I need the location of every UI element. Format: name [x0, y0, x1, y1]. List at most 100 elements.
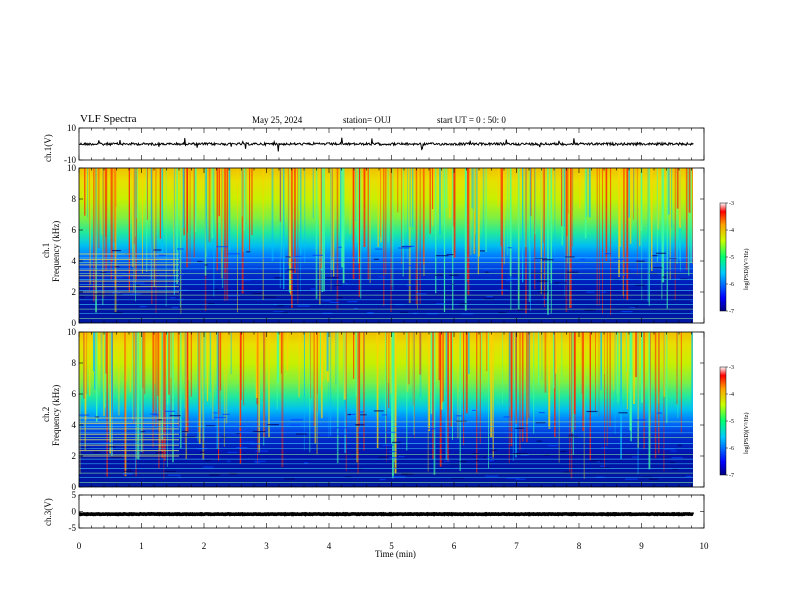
noise-speck	[228, 429, 233, 431]
sferic-mark	[428, 332, 430, 431]
sferic-mark	[570, 168, 572, 308]
sferic-mark	[204, 168, 207, 276]
sferic-mark	[363, 332, 365, 451]
sferic-mark	[124, 332, 127, 477]
sferic-mark	[167, 332, 169, 405]
sferic-mark	[221, 168, 224, 289]
noise-speck	[140, 431, 146, 433]
colorbar-tick-label: -3	[729, 365, 734, 371]
noise-speck	[536, 440, 542, 442]
x-tick-label: 8	[577, 541, 582, 551]
sferic-mark	[190, 332, 192, 397]
sferic-mark	[223, 168, 226, 301]
noise-speck	[284, 478, 295, 480]
sferic-mark	[93, 168, 95, 302]
noise-speck	[335, 427, 349, 429]
sferic-mark	[515, 332, 517, 424]
sferic-mark	[641, 168, 643, 300]
noise-speck	[204, 264, 208, 266]
sferic-mark	[227, 168, 228, 267]
chart-title: VLF Spectra	[80, 113, 137, 125]
signal-trace-ch1	[78, 137, 694, 152]
y-tick-label: 5	[72, 490, 77, 500]
noise-speck	[618, 274, 627, 276]
noise-speck	[542, 259, 554, 261]
sferic-mark	[377, 168, 379, 247]
sferic-mark	[103, 332, 105, 417]
x-tick-label: 10	[700, 541, 710, 551]
noise-speck	[122, 293, 135, 295]
sferic-mark	[170, 332, 172, 434]
sferic-mark	[380, 168, 381, 238]
sferic-mark	[336, 168, 339, 309]
y-tick-label: 0	[72, 318, 77, 328]
sferic-mark	[598, 332, 600, 417]
noise-speck	[536, 280, 548, 282]
sferic-mark	[163, 332, 165, 479]
sferic-mark	[500, 168, 502, 247]
sferic-mark	[360, 168, 362, 299]
noise-speck	[516, 478, 526, 480]
sferic-mark	[221, 168, 223, 263]
sferic-mark	[474, 168, 476, 234]
sferic-mark	[117, 332, 120, 416]
sferic-mark	[637, 332, 639, 475]
sferic-mark	[453, 168, 456, 258]
sferic-mark	[470, 168, 472, 256]
sferic-mark	[204, 332, 207, 379]
sferic-mark	[96, 332, 98, 422]
sferic-mark	[258, 332, 260, 453]
sferic-mark	[582, 332, 584, 431]
noise-speck	[692, 426, 693, 428]
sferic-mark	[486, 332, 488, 372]
spectrogram-ch2	[79, 332, 693, 487]
sferic-mark	[158, 332, 161, 450]
sferic-mark	[369, 168, 370, 217]
noise-speck	[547, 445, 558, 447]
noise-speck	[274, 277, 282, 279]
noise-speck	[347, 301, 358, 303]
noise-speck	[444, 460, 451, 462]
sferic-mark	[279, 168, 281, 289]
sferic-mark	[172, 332, 174, 463]
sferic-mark	[414, 332, 415, 439]
noise-speck	[389, 457, 397, 459]
noise-speck	[227, 295, 240, 297]
sferic-mark	[544, 332, 547, 393]
sferic-mark	[153, 168, 155, 287]
sferic-mark	[623, 168, 625, 299]
noise-speck	[359, 411, 364, 413]
noise-speck	[177, 476, 181, 478]
sferic-mark	[584, 168, 587, 239]
noise-speck	[504, 431, 517, 433]
sferic-mark	[198, 332, 200, 433]
sferic-mark	[503, 168, 505, 265]
sferic-mark	[249, 168, 251, 251]
sferic-mark	[629, 332, 632, 431]
sferic-mark	[492, 332, 494, 457]
colorbar-tick-label: -7	[729, 473, 734, 479]
noise-speck	[406, 284, 412, 286]
y-tick-label: -5	[69, 523, 77, 533]
sferic-mark	[613, 332, 615, 391]
noise-speck	[114, 311, 123, 314]
sferic-mark	[654, 332, 657, 459]
sferic-mark	[656, 168, 658, 262]
sferic-mark	[355, 332, 358, 397]
sferic-mark	[533, 332, 535, 434]
sferic-mark	[376, 332, 378, 419]
sferic-mark	[135, 168, 137, 281]
noise-speck	[565, 256, 575, 258]
noise-speck	[322, 434, 333, 436]
noise-speck	[649, 478, 658, 480]
sferic-mark	[179, 168, 181, 308]
sferic-mark	[313, 332, 315, 427]
sferic-mark	[519, 332, 521, 451]
sferic-mark	[622, 168, 624, 296]
sferic-mark	[685, 168, 688, 271]
sferic-mark	[550, 168, 553, 284]
colorbar-tick-label: -4	[729, 392, 734, 398]
sferic-mark	[263, 332, 265, 446]
sferic-mark	[537, 332, 540, 387]
noise-speck	[177, 248, 184, 250]
